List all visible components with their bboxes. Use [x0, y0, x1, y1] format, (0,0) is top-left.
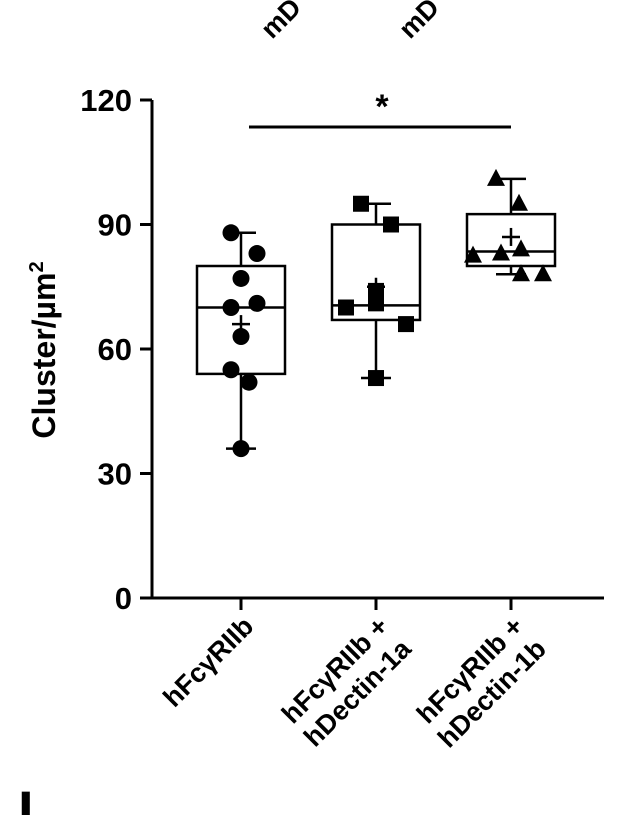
- significance-annotation: *: [249, 88, 511, 129]
- data-point-triangle: [510, 193, 528, 211]
- data-point-circle: [232, 328, 250, 346]
- axes: 0 30 60 90 120: [80, 83, 604, 616]
- data-point-triangle: [512, 239, 530, 257]
- data-point-triangle: [512, 264, 530, 282]
- data-points: [222, 168, 552, 458]
- category-label: hFcγRIIb: [157, 611, 259, 713]
- data-point-triangle: [534, 264, 552, 282]
- data-point-square: [383, 216, 399, 233]
- data-point-triangle: [487, 168, 505, 186]
- data-point-circle: [222, 299, 240, 316]
- cropped-upper-labels: mD mD: [255, 0, 445, 44]
- boxes: [195, 177, 557, 450]
- y-tick-label: 120: [80, 83, 132, 118]
- data-point-square: [368, 295, 384, 312]
- data-point-square: [338, 299, 354, 316]
- category-label: hFcγRIIb +hDectin-1a: [275, 610, 417, 752]
- data-point-circle: [222, 224, 240, 242]
- data-point-square: [353, 195, 369, 212]
- y-tick-label: 60: [98, 332, 132, 367]
- cropped-label-2: mD: [393, 0, 445, 44]
- box-iqr: [330, 223, 422, 322]
- category-label-line: hFcγRIIb: [157, 611, 259, 713]
- data-point-square: [368, 282, 384, 299]
- data-point-circle: [222, 361, 240, 379]
- data-point-circle: [248, 245, 266, 263]
- y-tick-label: 30: [98, 457, 132, 492]
- box-iqr: [195, 264, 287, 376]
- data-point-circle: [240, 373, 258, 391]
- data-point-circle: [232, 440, 250, 458]
- box-iqr: [465, 212, 557, 268]
- y-axis-label-superscript: 2: [26, 261, 48, 272]
- category-label: hFcγRIIb +hDectin-1b: [409, 611, 551, 753]
- data-point-triangle: [492, 243, 510, 261]
- data-point-circle: [232, 269, 250, 287]
- significance-label: *: [375, 88, 389, 126]
- y-axis-label-text: Cluster/µm: [26, 273, 62, 439]
- cropped-label-1: mD: [255, 0, 307, 44]
- data-point-circle: [248, 294, 266, 312]
- data-point-square: [368, 370, 384, 387]
- y-tick-label: 0: [115, 581, 132, 616]
- panel-label: I: [18, 779, 34, 815]
- data-point-triangle: [464, 245, 482, 263]
- data-point-square: [398, 316, 414, 333]
- y-axis-label: Cluster/µm2: [26, 261, 62, 438]
- y-tick-label: 90: [98, 208, 132, 243]
